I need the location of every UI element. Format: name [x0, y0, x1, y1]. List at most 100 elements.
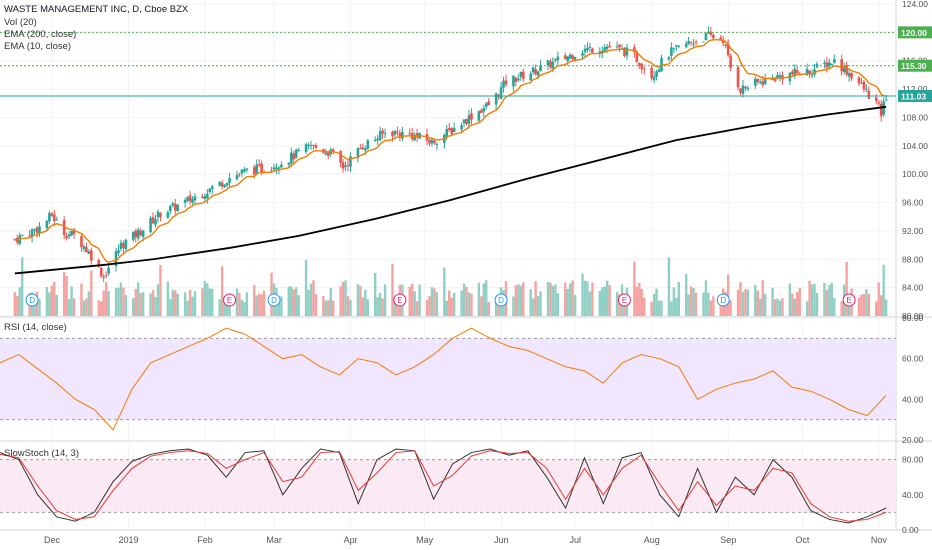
- candle-body: [566, 56, 570, 61]
- volume-bar: [255, 295, 258, 316]
- volume-bar: [707, 292, 710, 316]
- candle-body: [104, 275, 108, 277]
- volume-bar: [793, 298, 796, 316]
- candle-body: [657, 69, 661, 73]
- volume-bar: [529, 289, 532, 316]
- candle-body: [53, 214, 56, 221]
- volume-bar: [169, 299, 172, 316]
- candle-body: [603, 47, 607, 52]
- candle-body: [739, 88, 742, 93]
- time-tick-label: Nov: [871, 535, 888, 545]
- level-price-label: 120.00: [901, 28, 927, 38]
- candle-body: [709, 31, 713, 35]
- volume-bar: [292, 289, 295, 316]
- volume-bar: [428, 295, 431, 316]
- volume-bar: [497, 301, 500, 316]
- candle-body: [141, 230, 145, 238]
- candle-body: [825, 62, 829, 68]
- volume-bar: [425, 299, 429, 316]
- volume-bar: [798, 288, 801, 316]
- volume-bar: [290, 286, 293, 316]
- candle-body: [465, 119, 468, 124]
- volume-bar: [746, 289, 750, 316]
- candle-body: [393, 130, 397, 135]
- candle-body: [151, 217, 155, 224]
- volume-bar: [87, 291, 91, 316]
- volume-bar: [72, 298, 76, 316]
- candle-body: [860, 82, 863, 84]
- candle-body: [361, 147, 365, 150]
- candle-body: [20, 235, 24, 237]
- candle-body: [70, 230, 73, 236]
- stoch-tick-label: 40.00: [902, 490, 924, 500]
- volume-bar: [62, 272, 66, 316]
- earnings-marker: [223, 293, 237, 307]
- candle-body: [781, 74, 784, 80]
- candle-body: [741, 85, 745, 94]
- candle-body: [206, 193, 209, 199]
- time-tick-label: Oct: [795, 535, 810, 545]
- price-tick-label: 80.00: [902, 311, 924, 321]
- candle-body: [637, 62, 641, 66]
- candle-body: [692, 43, 695, 45]
- volume-bar: [776, 298, 779, 316]
- volume-bar: [480, 296, 483, 316]
- volume-bar: [465, 286, 468, 316]
- volume-bar: [174, 290, 177, 316]
- candle-body: [364, 148, 367, 151]
- candle-body: [82, 246, 86, 250]
- volume-bar: [564, 282, 567, 316]
- volume-bar: [638, 282, 641, 316]
- candle-body: [225, 182, 229, 186]
- candle-body: [235, 175, 239, 180]
- volume-bar: [277, 301, 281, 316]
- candle-body: [275, 167, 278, 170]
- volume-bar: [618, 294, 621, 316]
- candle-body: [556, 56, 560, 61]
- candle-body: [381, 130, 384, 134]
- volume-bar: [376, 297, 379, 316]
- volume-bar: [462, 283, 466, 316]
- candle-body: [684, 43, 688, 48]
- candle-body: [832, 59, 836, 63]
- candle-body: [793, 68, 797, 76]
- volume-bar: [494, 296, 498, 316]
- marker-letter: D: [720, 296, 726, 305]
- candle-body: [675, 44, 678, 47]
- candle-body: [240, 169, 244, 174]
- volume-bar: [203, 280, 207, 316]
- candle-body: [791, 71, 794, 74]
- volume-bar: [460, 290, 463, 316]
- candle-body: [670, 47, 673, 57]
- volume-bar: [139, 293, 142, 316]
- candle-body: [136, 229, 140, 239]
- volume-bar: [137, 282, 140, 316]
- volume-bar: [329, 288, 332, 316]
- time-tick-label: 2019: [118, 535, 138, 545]
- ema10-line: [14, 39, 887, 263]
- candle-body: [169, 206, 172, 212]
- candle-body: [373, 139, 377, 142]
- time-tick-label: Jul: [569, 535, 581, 545]
- candle-body: [287, 162, 291, 165]
- candle-body: [549, 61, 552, 68]
- marker-letter: E: [397, 296, 402, 305]
- volume-bar: [314, 294, 318, 316]
- volume-bar: [522, 282, 525, 316]
- volume-bar: [124, 295, 128, 316]
- candle-body: [729, 55, 732, 68]
- candle-body: [521, 71, 525, 79]
- candle-body: [173, 203, 177, 211]
- candle-body: [188, 195, 192, 202]
- candle-body: [618, 44, 621, 48]
- candle-body: [642, 68, 646, 70]
- candle-body: [514, 77, 518, 83]
- volume-bar: [322, 295, 325, 316]
- time-tick-label: Aug: [644, 535, 660, 545]
- candle-body: [289, 152, 293, 164]
- price-tick-label: 96.00: [902, 198, 924, 208]
- volume-bar: [48, 292, 51, 316]
- volume-bar: [294, 287, 298, 316]
- last-price-label-bg: [898, 89, 932, 102]
